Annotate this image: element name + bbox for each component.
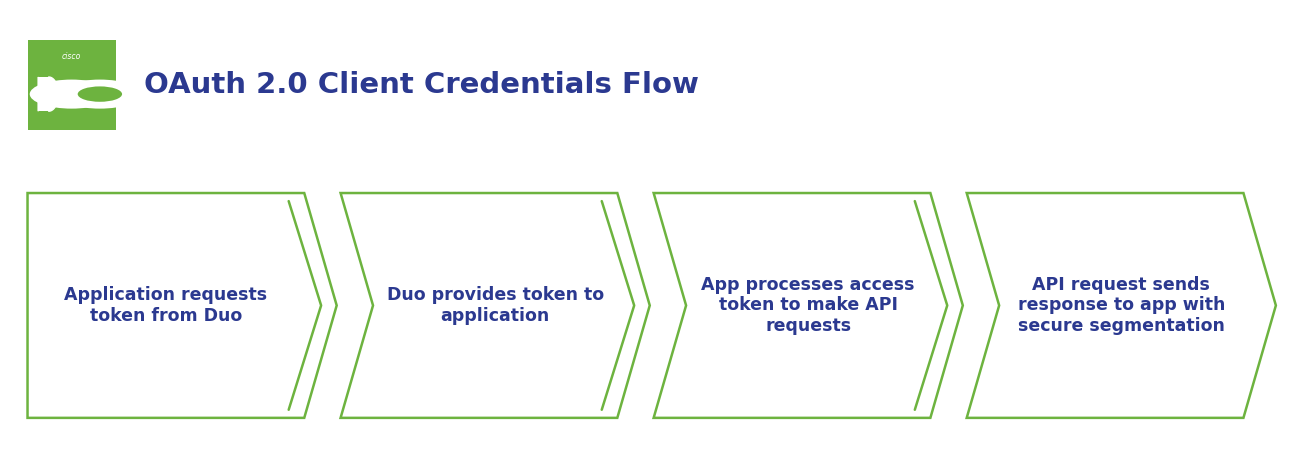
Bar [27,40,116,130]
Circle shape [57,80,142,109]
Text: OAuth 2.0 Client Credentials Flow: OAuth 2.0 Client Credentials Flow [145,71,699,99]
Polygon shape [27,193,337,418]
Text: App processes access
token to make API
requests: App processes access token to make API r… [701,276,916,335]
Text: API request sends
response to app with
secure segmentation: API request sends response to app with s… [1017,276,1225,335]
Polygon shape [966,193,1276,418]
Bar [38,77,48,111]
Polygon shape [38,77,59,111]
Text: Application requests
token from Duo: Application requests token from Duo [64,286,268,325]
Polygon shape [653,193,963,418]
Text: cisco: cisco [61,52,81,61]
Circle shape [30,80,114,109]
Text: Duo provides token to
application: Duo provides token to application [387,286,603,325]
Circle shape [77,87,121,102]
Polygon shape [341,193,650,418]
